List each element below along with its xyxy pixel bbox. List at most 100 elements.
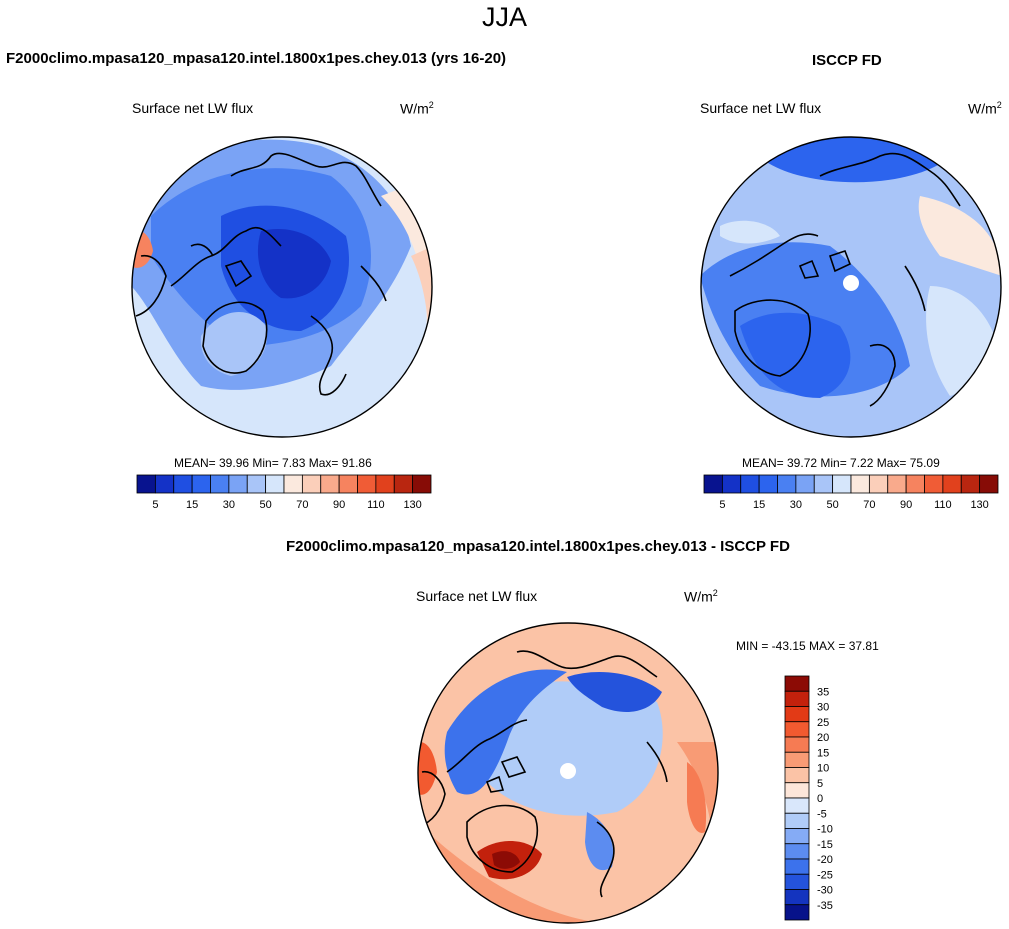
panel3-colorbar-box (784, 797, 810, 814)
panel2-colorbar-box (795, 474, 815, 494)
panel3-pole-hole (560, 763, 576, 779)
panel3-field-blue-top (567, 672, 662, 712)
panel2-colorbar-box (740, 474, 760, 494)
panel3-colorbar-box (784, 858, 810, 875)
panel1-colorbar-box (301, 474, 322, 494)
panel3-variable-label: Surface net LW flux (416, 588, 538, 604)
panel2-colorbar-label: 110 (934, 499, 952, 511)
panel3-colorbar-box (784, 828, 810, 845)
panel3-colorbar-box (784, 721, 810, 738)
panel3-colorbar-label: -35 (817, 900, 833, 912)
panel3-colorbar-label: -15 (817, 839, 833, 851)
panel2-field-blue-strong (740, 312, 851, 398)
panel3-colorbar-label: 35 (817, 686, 829, 698)
panel1-colorbar-box (228, 474, 248, 494)
panel1-coastlines (135, 152, 387, 396)
panel3-colorbar-box (784, 782, 810, 799)
panel2-polar-map (700, 136, 1002, 438)
panel3-field-hot-core (492, 851, 520, 869)
panel1-colorbar-box (320, 474, 340, 494)
panel2-colorbar-label: 70 (863, 499, 875, 511)
panel3-colorbar-label: 25 (817, 717, 829, 729)
panel3-field-warm-east (687, 762, 707, 833)
panel1-colorbar-box (136, 474, 156, 494)
panel1-field-greenland-light (200, 312, 267, 376)
panel1-colorbar-box (412, 474, 432, 494)
panel1-map-boundary (131, 136, 433, 438)
panel2-colorbar-label: 30 (790, 499, 802, 511)
panel2-colorbar-box (850, 474, 870, 494)
panel2-colorbar-box (868, 474, 889, 494)
panel3-colorbar-label: 20 (817, 732, 829, 744)
panel1-colorbar-box (173, 474, 193, 494)
panel1-field-warm-east-mid (411, 246, 432, 396)
panel3-colorbar-box (784, 706, 810, 723)
panel3-colorbar-label: -25 (817, 869, 833, 881)
panel2-colorbar-label: 15 (753, 499, 765, 511)
panel2-colorbar-label: 5 (719, 499, 725, 511)
panel2-colorbar-box (777, 474, 797, 494)
panel3-case-title: F2000climo.mpasa120_mpasa120.intel.1800x… (286, 538, 790, 555)
panel3-colorbar-label: -10 (817, 824, 833, 836)
panel1-colorbar-box (338, 474, 358, 494)
panel1-units-base: W/m (400, 100, 429, 117)
panel2-colorbar-box (979, 474, 999, 494)
panel2-colorbar-box (721, 474, 742, 494)
panel2-colorbar: 5 15 30 50 70 90 110 130 (703, 474, 999, 511)
panel3-colorbar-box (784, 873, 810, 890)
panel3-colorbar-box (784, 843, 810, 860)
panel1-colorbar-box (375, 474, 395, 494)
panel1-case-title: F2000climo.mpasa120_mpasa120.intel.1800x… (6, 50, 507, 67)
panel1-colorbar-box (265, 474, 285, 494)
panel1-colorbar-box (210, 474, 230, 494)
panel1-colorbar-box (154, 474, 175, 494)
panel2-stats: MEAN= 39.72 Min= 7.22 Max= 75.09 (742, 456, 940, 470)
panel1-colorbar-label: 30 (223, 499, 235, 511)
panel1-colorbar-label: 90 (333, 499, 345, 511)
panel2-colorbar-box (924, 474, 944, 494)
panel3-colorbar-box (784, 751, 810, 768)
panel2-field-warm-east (918, 196, 1001, 276)
panel3-colorbar-label: -30 (817, 885, 833, 897)
panel1-variable-label: Surface net LW flux (132, 100, 254, 116)
panel1-colorbar-label: 130 (403, 499, 421, 511)
panel2-units-base: W/m (968, 100, 997, 117)
panel1-units: W/m2 (400, 100, 434, 117)
panel3-field-warm-west (418, 741, 437, 795)
panel3-colorbar: 35 30 25 20 15 10 5 0 -5 -10 -15 -20 -25 -30 -35 (784, 675, 833, 921)
panel1-stats: MEAN= 39.96 Min= 7.83 Max= 91.86 (174, 456, 372, 470)
panel3-colorbar-box (784, 767, 810, 784)
panel2-colorbar-box (942, 474, 962, 494)
panel2-units-exp: 2 (996, 100, 1002, 110)
panel3-field-blue-arc (444, 669, 567, 795)
panel3-colorbar-label: 15 (817, 747, 829, 759)
panel2-coastlines (729, 152, 961, 407)
panel3-polar-map (417, 622, 719, 924)
panel3-colorbar-label: -20 (817, 854, 833, 866)
panel3-map-boundary (417, 622, 719, 924)
panel3-field-blue-southeast (585, 812, 614, 871)
panel3-colorbar-label: 30 (817, 702, 829, 714)
panel3-colorbar-box (784, 675, 810, 692)
panel1-colorbar-label: 110 (367, 499, 385, 511)
panel1-colorbar-label: 50 (260, 499, 272, 511)
panel2-field-light-northwest (720, 220, 780, 244)
panel3-colorbar-box (784, 889, 810, 906)
panel1-colorbar-label: 5 (152, 499, 158, 511)
panel3-colorbar-label: -5 (817, 808, 827, 820)
panel1-units-exp: 2 (428, 100, 434, 110)
panel1-colorbar: 5 15 30 50 70 90 110 130 (136, 474, 432, 511)
panel3-colorbar-label: 5 (817, 778, 823, 790)
figure-title: JJA (481, 2, 527, 32)
panel2-colorbar-box (960, 474, 981, 494)
panel2-colorbar-label: 130 (970, 499, 988, 511)
panel3-colorbar-label: 0 (817, 793, 823, 805)
panel3-colorbar-box (784, 812, 810, 829)
panel3-colorbar-box (784, 904, 810, 921)
panel1-colorbar-box (357, 474, 377, 494)
panel2-colorbar-label: 50 (827, 499, 839, 511)
panel1-colorbar-box (393, 474, 414, 494)
panel2-colorbar-box (758, 474, 778, 494)
panel1-polar-map (131, 136, 433, 438)
panel3-colorbar-box (784, 690, 810, 707)
